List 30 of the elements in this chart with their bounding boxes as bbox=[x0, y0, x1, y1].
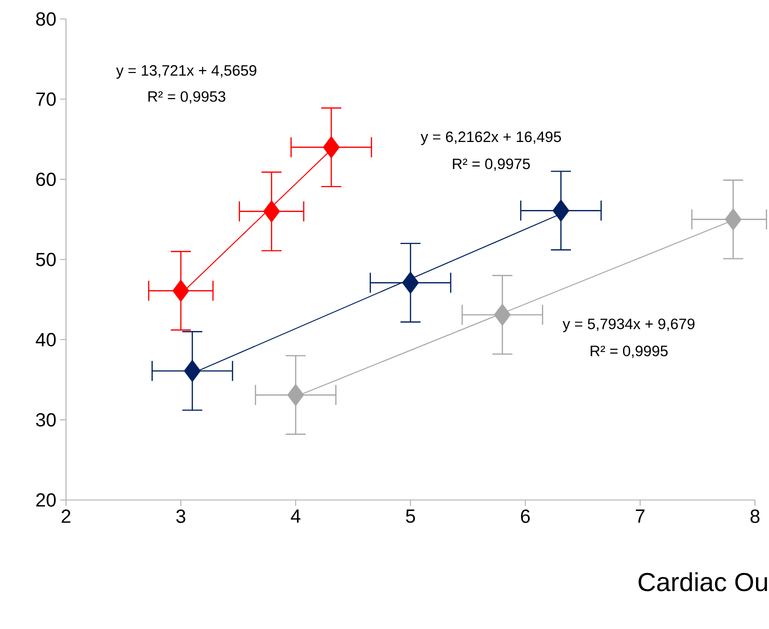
x-tick-label: 7 bbox=[636, 510, 644, 523]
y-tick-label: 50 bbox=[36, 252, 56, 266]
x-tick-label: 3 bbox=[176, 510, 186, 523]
point bbox=[552, 199, 570, 222]
y-tick-label: 80 bbox=[36, 12, 56, 26]
point bbox=[263, 200, 280, 223]
point bbox=[402, 272, 419, 294]
annotation: y = 5,7934x + 9,679 bbox=[562, 318, 694, 332]
x-tick-label: 6 bbox=[521, 510, 530, 523]
point bbox=[494, 304, 511, 326]
x-tick-label: 8 bbox=[750, 510, 760, 523]
annotation: y = 13,721x + 4,5659 bbox=[116, 65, 256, 79]
annotation: R² = 0,9995 bbox=[590, 346, 668, 358]
x-tick-label: 2 bbox=[62, 510, 70, 523]
annotation: R² = 0,9953 bbox=[148, 91, 226, 104]
point bbox=[322, 136, 340, 158]
y-tick-label: 40 bbox=[36, 332, 56, 346]
point bbox=[172, 280, 190, 302]
y-tick-label: 70 bbox=[36, 92, 56, 106]
y-tick-label: 20 bbox=[36, 493, 56, 507]
point bbox=[724, 208, 742, 231]
y-tick-label: 60 bbox=[36, 172, 56, 186]
annotation: R² = 0,9975 bbox=[452, 158, 530, 171]
point bbox=[287, 384, 304, 406]
point bbox=[184, 360, 201, 382]
x-axis-title: Cardiac Ou bbox=[638, 572, 768, 592]
x-tick-label: 5 bbox=[406, 510, 415, 523]
y-tick-label: 30 bbox=[36, 413, 56, 427]
annotation: y = 6,2162x + 16,495 bbox=[420, 131, 561, 146]
x-tick-label: 4 bbox=[290, 510, 300, 523]
